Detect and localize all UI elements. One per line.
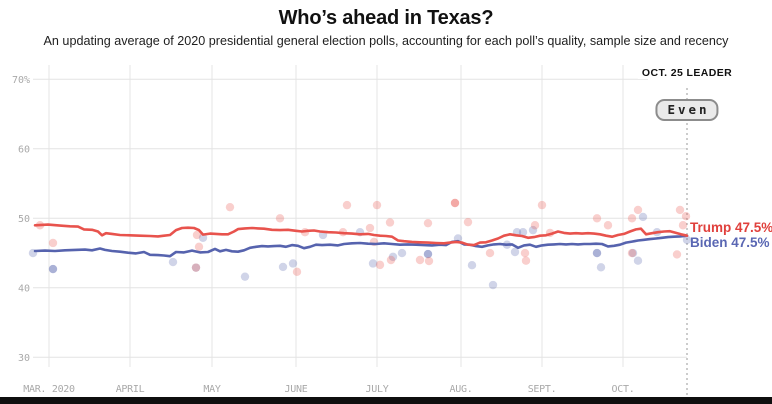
biden-poll-dot	[682, 235, 692, 245]
trump-value-label: Trump 47.5%	[690, 220, 772, 235]
trump-poll-dot	[633, 205, 643, 215]
trump-poll-dot	[342, 200, 352, 210]
trump-poll-dot	[603, 221, 613, 230]
biden-poll-dot	[628, 248, 638, 258]
biden-poll-dot	[467, 261, 477, 270]
y-axis-label: 50	[18, 214, 30, 225]
trump-poll-dot	[485, 248, 495, 258]
trump-poll-dot	[463, 217, 473, 227]
trump-poll-dot	[386, 255, 396, 265]
x-axis-label: APRIL	[116, 384, 145, 395]
trump-poll-dot	[592, 214, 602, 223]
x-axis-label: SEPT.	[528, 384, 557, 395]
trump-poll-dot	[292, 267, 302, 277]
biden-poll-dot	[198, 233, 208, 242]
trump-poll-dot	[627, 214, 637, 223]
trump-poll-dot	[423, 218, 433, 228]
trump-poll-dot	[681, 212, 691, 221]
trump-poll-dot	[675, 205, 685, 215]
biden-poll-dot	[240, 272, 250, 281]
page-subtitle: An updating average of 2020 presidential…	[43, 34, 729, 48]
trump-poll-dot	[530, 221, 540, 230]
biden-poll-dot	[191, 263, 201, 272]
trump-poll-dot	[450, 198, 460, 208]
trump-poll-dot	[627, 248, 637, 258]
biden-poll-dot	[288, 259, 298, 268]
biden-poll-dot	[518, 228, 528, 237]
leader-date-label: OCT. 25 LEADER	[637, 67, 737, 79]
biden-average-line	[33, 234, 689, 258]
trump-poll-dot	[520, 248, 530, 258]
x-axis-label: JULY	[366, 384, 389, 395]
biden-poll-dot	[168, 257, 178, 267]
trump-poll-dot	[275, 214, 285, 223]
x-axis-label: MAY	[203, 384, 220, 395]
leader-even-badge[interactable]: Even	[655, 99, 719, 121]
trump-poll-dot	[372, 200, 382, 210]
x-axis-label: AUG.	[450, 384, 473, 395]
x-axis-label: JUNE	[285, 384, 308, 395]
trump-poll-dot	[678, 221, 688, 230]
biden-poll-dot	[633, 256, 643, 265]
biden-poll-dot	[397, 248, 407, 258]
biden-poll-dot	[528, 225, 538, 235]
trump-poll-dot	[537, 200, 547, 210]
trump-poll-dot	[375, 260, 385, 270]
trump-poll-dot	[48, 238, 58, 248]
x-axis-label: OCT.	[612, 384, 635, 395]
trump-poll-dot	[191, 263, 201, 272]
biden-poll-dot	[368, 259, 378, 268]
biden-poll-dot	[388, 252, 398, 262]
trump-poll-dot	[424, 256, 434, 266]
biden-poll-dot	[278, 262, 288, 272]
biden-value-label: Biden 47.5%	[690, 235, 770, 250]
page-title: Who’s ahead in Texas?	[278, 7, 494, 29]
biden-poll-dot	[638, 212, 648, 222]
trump-poll-dot	[521, 256, 531, 265]
y-axis-label: 70%	[12, 75, 30, 86]
trump-poll-dot	[225, 202, 235, 212]
trump-poll-dot	[415, 255, 425, 265]
biden-poll-dot	[510, 247, 520, 257]
y-axis-label: 30	[18, 353, 30, 364]
trump-average-line	[33, 223, 689, 247]
trump-poll-dot	[672, 250, 682, 259]
biden-poll-dot	[592, 248, 602, 258]
x-axis-label: MAR. 2020	[23, 384, 75, 395]
biden-poll-dot	[48, 264, 58, 274]
trump-poll-dot	[385, 218, 395, 227]
y-axis-label: 40	[18, 283, 30, 294]
trump-poll-dot	[194, 242, 204, 251]
biden-poll-dot	[596, 263, 606, 272]
y-axis-label: 60	[18, 144, 30, 155]
biden-poll-dot	[423, 249, 433, 259]
biden-poll-dot	[488, 280, 498, 290]
trump-poll-dot	[365, 223, 375, 233]
trump-poll-dot	[192, 230, 202, 240]
footer-bar	[0, 397, 772, 404]
